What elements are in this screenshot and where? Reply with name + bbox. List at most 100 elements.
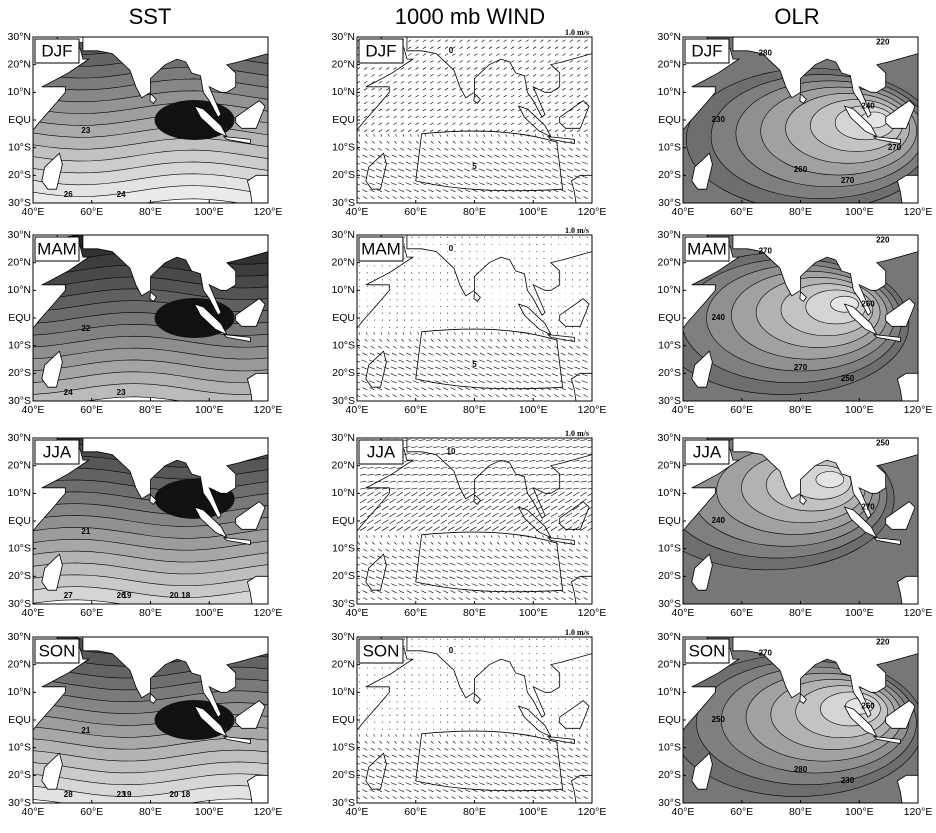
season-label: DJF <box>365 41 396 60</box>
y-tick-label: 20°S <box>8 570 31 582</box>
map-panel: 250240270JJA30°N20°N10°NEQU10°S20°S30°S4… <box>642 428 932 619</box>
y-tick-label: 20°N <box>332 459 355 471</box>
y-tick-label: 20°N <box>8 459 31 471</box>
season-label: MAM <box>37 239 77 258</box>
contour-label: 260 <box>861 701 875 710</box>
map-panel: 25242322MAM30°N20°N10°NEQU10°S20°S30°S40… <box>4 229 283 416</box>
x-tick-label: 100°E <box>519 806 548 818</box>
y-tick-label: 10°N <box>658 284 681 296</box>
y-tick-label: 10°N <box>658 487 681 499</box>
x-tick-label: 40°E <box>346 607 369 619</box>
y-tick-label: 30°N <box>332 31 355 43</box>
wind-vector <box>507 244 508 245</box>
olr-contour <box>816 472 844 488</box>
season-label: JJA <box>367 442 396 461</box>
x-tick-label: 40°E <box>22 404 45 416</box>
x-tick-label: 40°E <box>346 404 369 416</box>
y-tick-label: 30°N <box>658 31 681 43</box>
y-tick-label: 30°N <box>658 631 681 643</box>
x-tick-label: 120°E <box>578 206 607 218</box>
reference-vector-label: 1.0 m/s <box>565 429 589 438</box>
season-label: MAM <box>361 239 401 258</box>
x-tick-label: 120°E <box>254 404 283 416</box>
y-tick-label: EQU <box>332 714 355 726</box>
contour-label: 280 <box>794 765 808 774</box>
y-tick-label: 30°N <box>8 631 31 643</box>
map-panel: 220230240280270260270DJF30°N20°N10°NEQU1… <box>654 31 936 218</box>
x-tick-label: 120°E <box>254 806 283 818</box>
y-tick-label: EQU <box>658 714 681 726</box>
contour-label: 260 <box>794 165 808 174</box>
y-tick-label: 30°N <box>658 432 681 444</box>
y-tick-label: EQU <box>332 312 355 324</box>
x-tick-label: 40°E <box>22 206 45 218</box>
x-tick-label: 60°E <box>404 607 427 619</box>
x-tick-label: 60°E <box>730 404 753 416</box>
contour-label: 18 <box>181 591 190 600</box>
season-label: SON <box>39 641 76 660</box>
y-tick-label: 30°N <box>8 432 31 444</box>
y-tick-label: 20°N <box>658 256 681 268</box>
y-tick-label: 20°N <box>8 658 31 670</box>
y-tick-label: EQU <box>8 714 31 726</box>
x-tick-label: 120°E <box>578 806 607 818</box>
y-tick-label: 20°S <box>658 169 681 181</box>
y-tick-label: 10°S <box>8 141 31 153</box>
y-tick-label: 10°N <box>8 86 31 98</box>
contour-label: 10 <box>447 447 456 456</box>
y-tick-label: 10°S <box>658 339 681 351</box>
contour-label: 24 <box>117 190 126 199</box>
y-tick-label: EQU <box>8 515 31 527</box>
x-tick-label: 60°E <box>730 806 753 818</box>
contour-label: 260 <box>861 299 875 308</box>
contour-label: 26 <box>64 190 73 199</box>
wind-vector <box>507 688 508 689</box>
y-tick-label: 30°N <box>8 229 31 241</box>
y-tick-label: 20°S <box>332 769 355 781</box>
y-tick-label: 20°S <box>658 367 681 379</box>
contour-label: 5 <box>472 162 477 171</box>
contour-label: 280 <box>759 49 773 58</box>
x-tick-label: 60°E <box>80 607 103 619</box>
contour-label: 23 <box>81 126 90 135</box>
x-tick-label: 120°E <box>578 404 607 416</box>
y-tick-label: 20°N <box>332 256 355 268</box>
x-tick-label: 60°E <box>80 206 103 218</box>
x-tick-label: 40°E <box>22 607 45 619</box>
x-tick-label: 80°E <box>139 404 162 416</box>
y-tick-label: 20°S <box>332 367 355 379</box>
x-tick-label: 60°E <box>404 806 427 818</box>
map-panel: 101.0 m/sJJA30°N20°N10°NEQU10°S20°S30°S4… <box>328 429 607 619</box>
contour-label: 24 <box>64 388 73 397</box>
contour-label: 240 <box>712 516 726 525</box>
x-tick-label: 60°E <box>404 404 427 416</box>
x-tick-label: 120°E <box>904 206 933 218</box>
x-tick-label: 80°E <box>463 404 486 416</box>
contour-label: 230 <box>841 776 855 785</box>
y-tick-label: EQU <box>8 114 31 126</box>
y-tick-label: 10°S <box>8 339 31 351</box>
y-tick-label: 20°N <box>332 658 355 670</box>
reference-vector-label: 1.0 m/s <box>565 628 589 637</box>
x-tick-label: 100°E <box>519 206 548 218</box>
wind-vector <box>507 286 508 287</box>
x-tick-label: 100°E <box>519 404 548 416</box>
contour-label: 18 <box>181 790 190 799</box>
x-tick-label: 40°E <box>672 806 695 818</box>
y-tick-label: 20°S <box>8 769 31 781</box>
y-tick-label: 10°N <box>332 86 355 98</box>
x-tick-label: 100°E <box>845 404 874 416</box>
panel-body <box>642 428 918 612</box>
x-tick-label: 80°E <box>463 806 486 818</box>
season-label: DJF <box>691 41 722 60</box>
y-tick-label: 10°N <box>332 487 355 499</box>
contour-label: 21 <box>81 527 90 536</box>
x-tick-label: 40°E <box>346 806 369 818</box>
y-tick-label: EQU <box>8 312 31 324</box>
y-tick-label: 30°N <box>332 229 355 241</box>
map-panel: 220240260270250270MAM30°N20°N10°NEQU10°S… <box>654 229 933 416</box>
x-tick-label: 60°E <box>404 206 427 218</box>
x-tick-label: 80°E <box>139 806 162 818</box>
contour-label: 0 <box>449 46 454 55</box>
x-tick-label: 120°E <box>904 806 933 818</box>
